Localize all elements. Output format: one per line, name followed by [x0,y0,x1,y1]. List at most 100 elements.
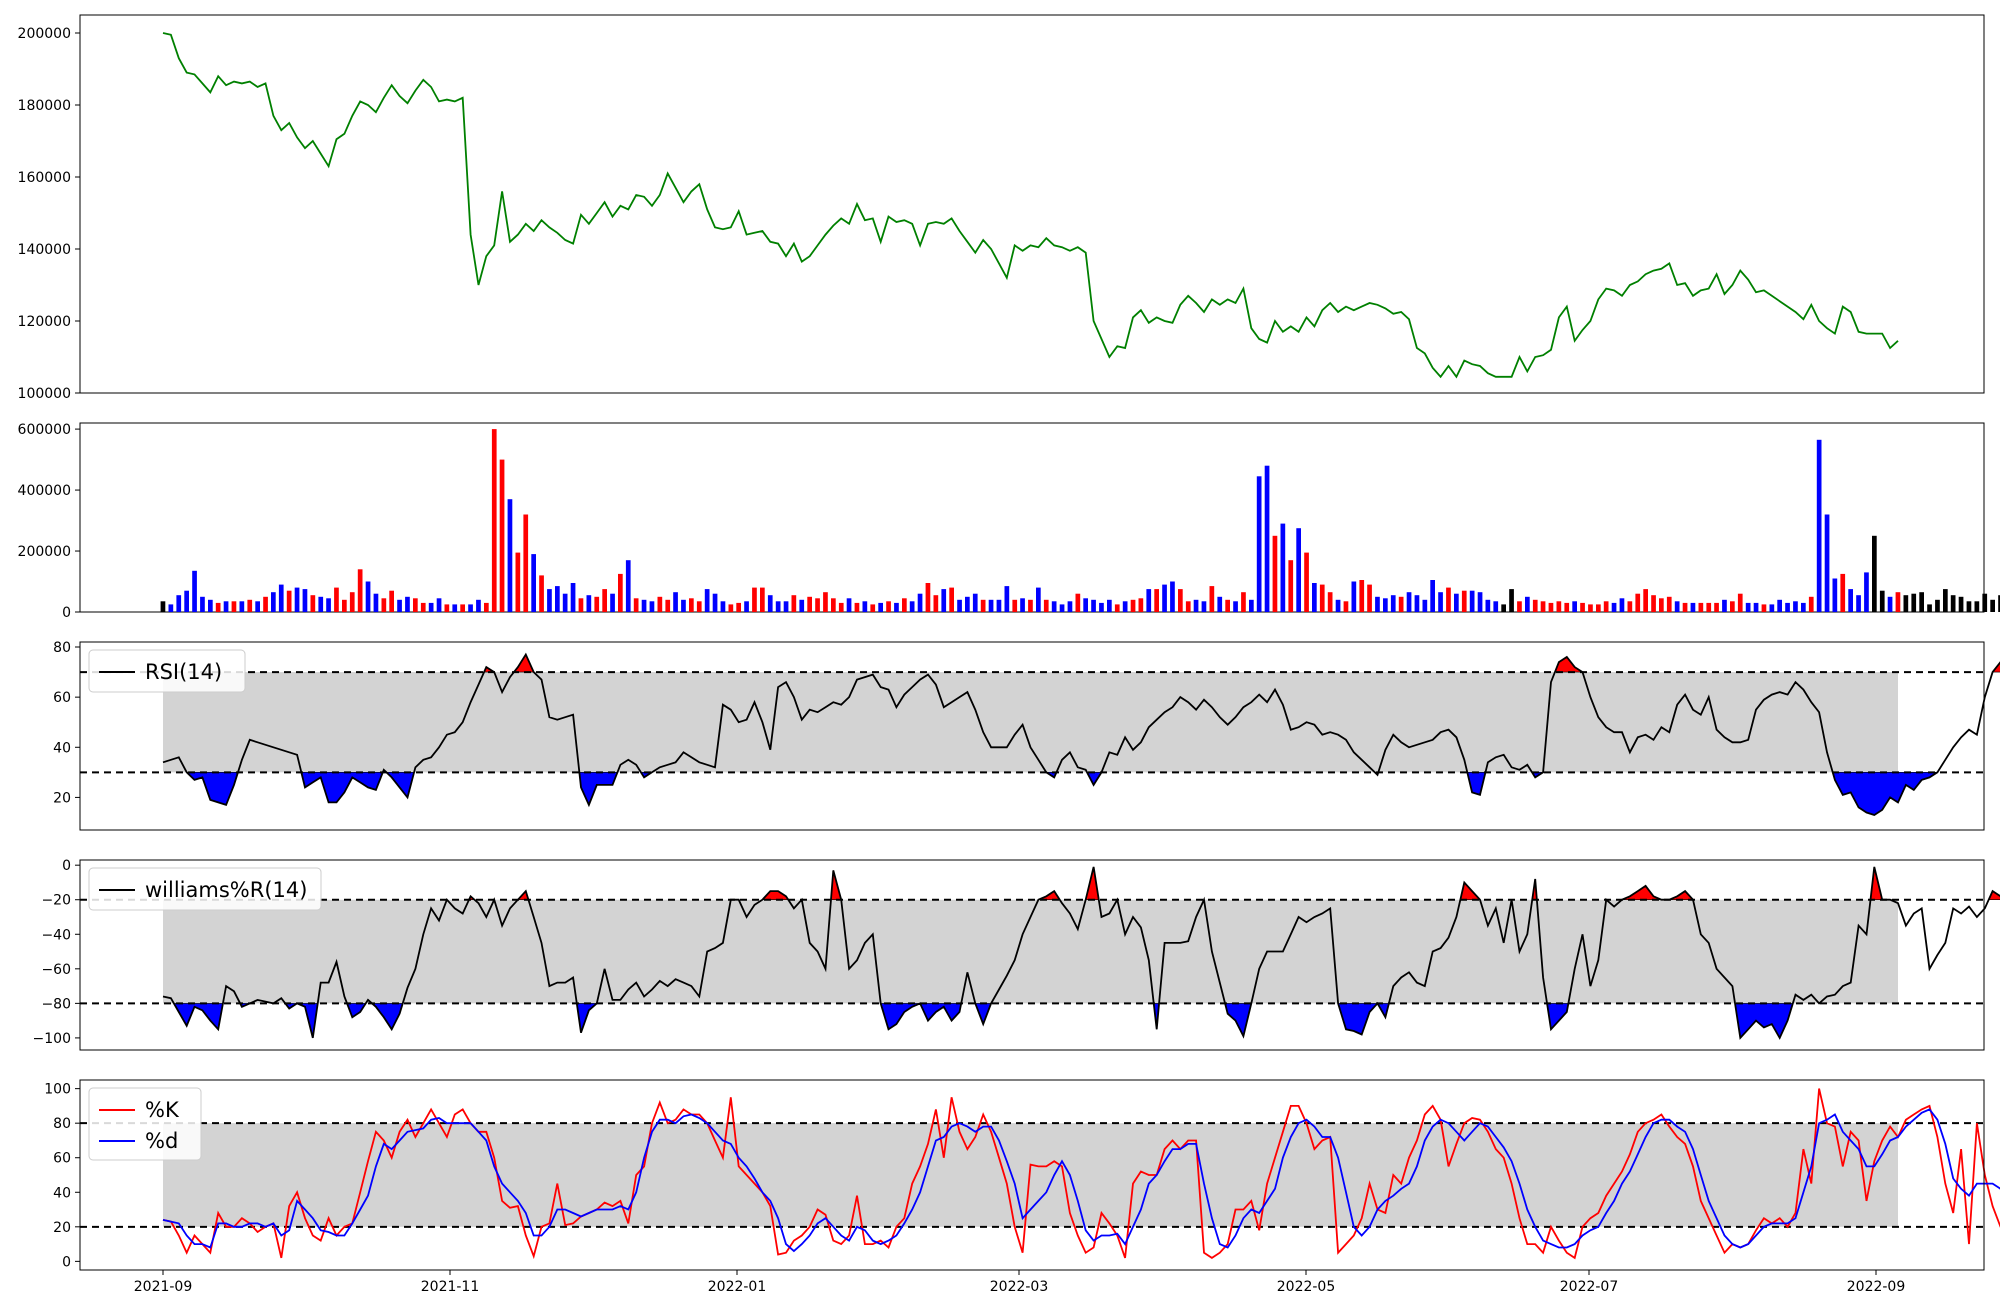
volume-bar [894,602,899,612]
volume-bar [531,554,536,612]
legend-box [88,867,322,911]
volume-bar [965,596,970,612]
volume-bar [1422,599,1428,612]
volume-bar [1485,599,1491,612]
volume-bar [1840,573,1846,612]
y-tick-label: 180000 [18,98,71,114]
volume-bar [1446,587,1451,612]
volume-bar [1777,599,1782,612]
volume-bar [941,589,947,612]
y-tick-label: 400000 [18,483,71,499]
volume-bar [1233,601,1238,612]
volume-bar [1706,602,1712,612]
volume-bar [507,499,513,612]
legend-label: %K [145,1098,180,1122]
volume-bar [1974,601,1980,612]
volume-bar [1895,592,1901,612]
legend-box [88,649,246,693]
x-tick-label: 2021-09 [134,1279,193,1295]
volume-bar [1051,601,1057,612]
y-tick-label: 160000 [18,170,71,186]
volume-bar [712,593,718,612]
volume-bar [1588,604,1593,612]
volume-bar [1438,592,1443,612]
volume-bar [1406,592,1412,612]
volume-bar [310,595,316,612]
volume-bar [1753,602,1759,612]
volume-bar [215,602,221,612]
volume-bar [1319,584,1325,612]
y-tick-label: −40 [41,927,71,943]
volume-bar [799,599,805,612]
volume-bar [767,595,773,612]
volume-bar [1958,596,1964,612]
volume-bar [1872,535,1877,612]
volume-bar [1761,604,1767,612]
volume-bar [1832,578,1838,612]
volume-bar [1272,535,1278,612]
volume-bar [1611,602,1617,612]
volume-bar [1201,601,1207,612]
volume-bar [586,595,592,612]
volume-bar [657,596,663,612]
volume-bar [263,596,268,612]
volume-bar [1304,552,1309,612]
volume-bar [1769,604,1775,612]
volume-bar [1698,602,1704,612]
volume-bar [1477,592,1483,612]
plot-frame [79,422,1985,613]
volume-bar [1075,593,1081,612]
y-tick-label: 0 [62,605,71,621]
volume-bar [665,599,671,612]
volume-bar [1911,593,1917,612]
volume-bar [1674,601,1680,612]
volume-bar [625,560,631,612]
volume-bar [405,596,410,612]
volume-bar [200,596,205,612]
volume-bar [1548,602,1554,612]
y-tick-label: 60 [53,1151,71,1167]
volume-bar [728,604,734,612]
volume-bar [1879,590,1885,612]
volume-bar [610,593,615,612]
volume-bar [460,604,465,612]
volume-bar [1627,601,1633,612]
volume-bar [673,592,678,612]
volume-bar [775,601,781,612]
volume-bar [523,514,529,612]
volume-bar [1730,601,1735,612]
volume-bar [1540,601,1546,612]
y-tick-label: 60 [53,690,71,706]
y-tick-label: 40 [53,740,71,756]
volume-bar [1390,595,1396,612]
volume-bar [1091,599,1096,612]
volume-bar [823,592,828,612]
volume-bar [1682,602,1688,612]
volume-bar [1659,598,1664,612]
volume-bar [1793,601,1798,612]
volume-bar [397,599,402,612]
volume-bar [1367,584,1372,612]
volume-bar [1130,599,1136,612]
volume-bar [1493,601,1499,612]
volume-bar [1327,592,1333,612]
volume-bar [515,552,521,612]
volume-bar [413,598,418,612]
volume-bar [1146,589,1152,612]
volume-bar [1099,602,1104,612]
volume-bar [1690,602,1696,612]
volume-bar [1848,589,1853,612]
y-tick-label: 100 [44,1082,71,1098]
volume-bar [996,599,1002,612]
volume-bar [1012,599,1018,612]
volume-bar [846,598,852,612]
volume-bar [192,570,197,612]
volume-bar [1998,595,2000,612]
williams-panel: 0 −20 −40 −60 −80 −100 williams%R(14) [33,858,2000,1051]
volume-bar [752,587,757,612]
plot-frame [79,859,1985,1051]
plot-frame [79,641,1985,831]
volume-bar [1264,465,1270,612]
volume-bar [373,593,379,612]
